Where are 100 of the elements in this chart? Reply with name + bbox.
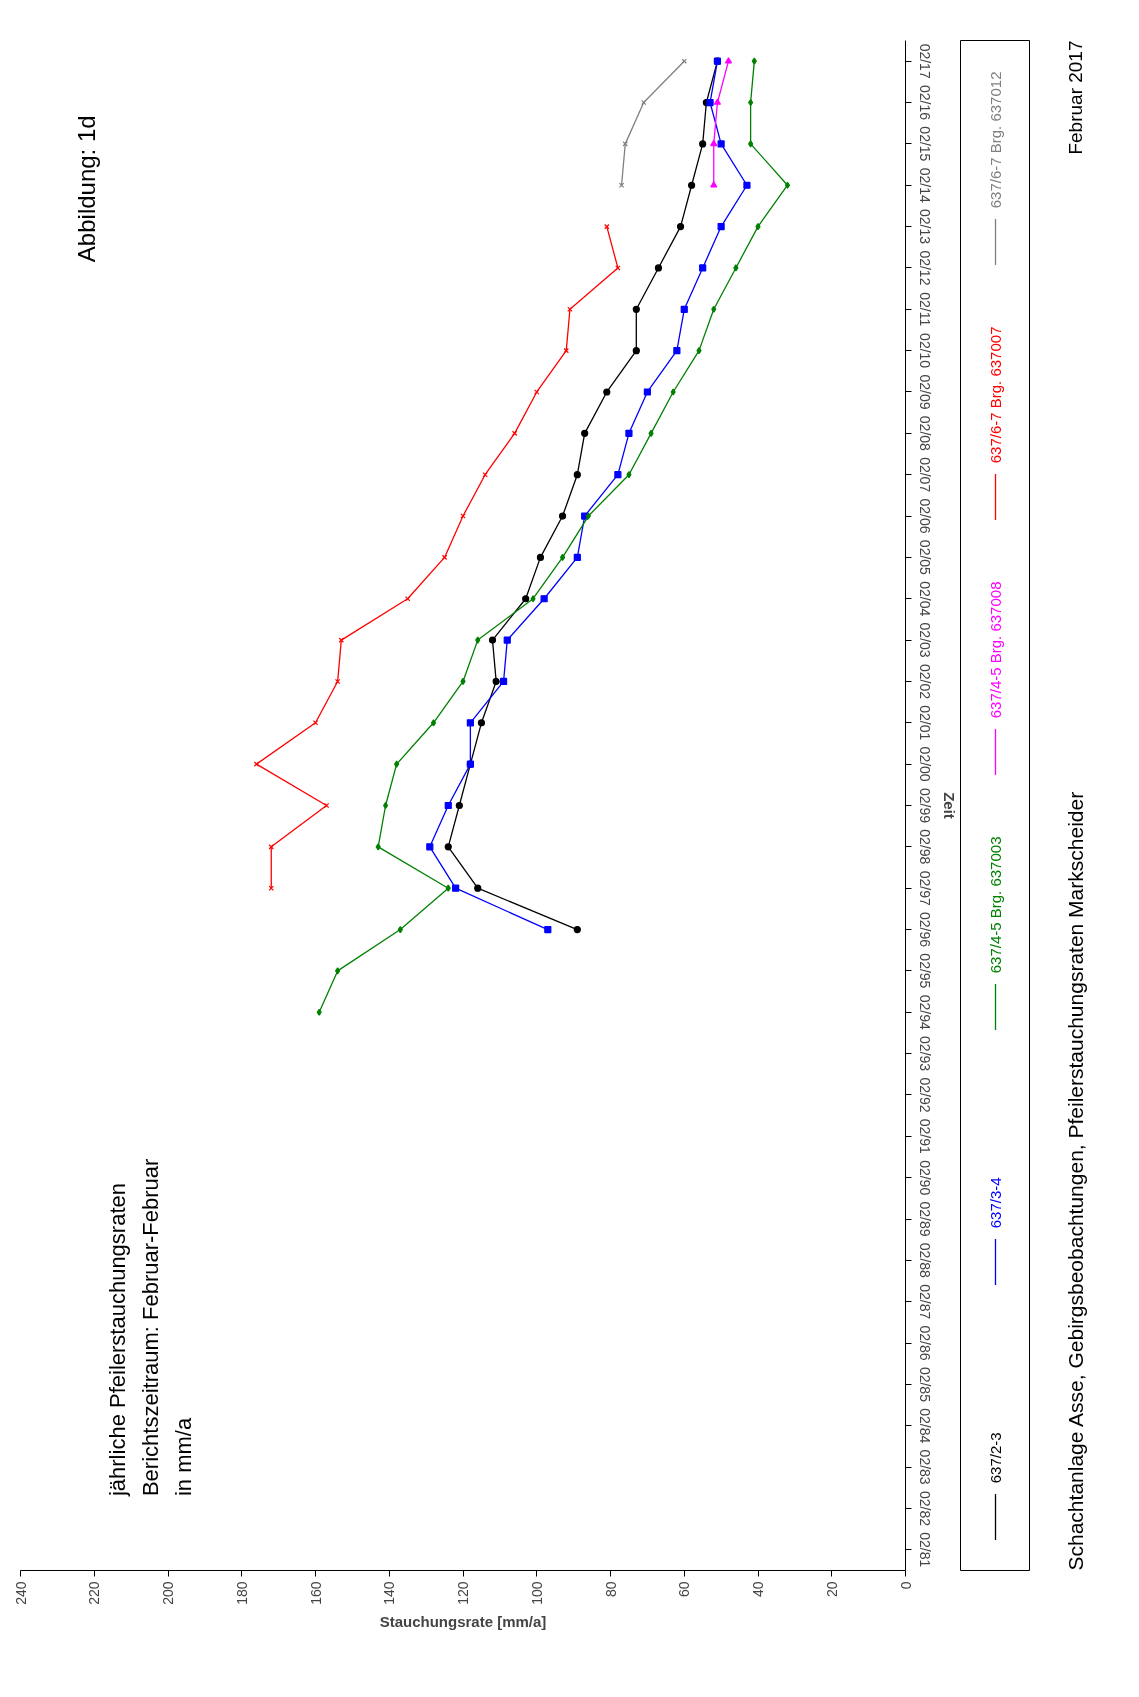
y-tick-label: 02/99 [916, 787, 933, 824]
point [673, 347, 681, 355]
y-tick-label: 02/93 [916, 1036, 933, 1072]
point [733, 264, 739, 272]
x-tick-label: 200 [160, 1581, 176, 1605]
point [699, 264, 707, 272]
y-tick-label: 02/90 [916, 1160, 933, 1196]
point [253, 761, 260, 767]
point [706, 98, 714, 107]
point [559, 553, 566, 561]
x-tick-label: 20 [823, 1581, 840, 1598]
y-tick-label: 02/06 [916, 498, 933, 534]
text: 637/2-3 [987, 1432, 1004, 1484]
x-tick-label: 0 [897, 1581, 914, 1590]
point [603, 388, 611, 396]
y-tick-label: 02/13 [916, 209, 933, 245]
point [382, 801, 389, 810]
point [784, 181, 791, 189]
text: Abbildung: 1d [73, 115, 101, 263]
point [699, 140, 707, 148]
y-tick-label: 02/85 [916, 1366, 933, 1403]
point [335, 967, 341, 975]
x-tick-label: 40 [750, 1581, 766, 1598]
point [751, 57, 757, 65]
point [717, 140, 725, 148]
point [573, 553, 581, 561]
x-tick-label: 180 [233, 1581, 250, 1605]
point [544, 925, 552, 934]
point [312, 720, 319, 726]
y-tick-label: 02/14 [916, 167, 933, 203]
point [680, 305, 688, 313]
point [710, 139, 718, 147]
point [452, 884, 460, 892]
text: 637/4-5 Brg. 637003 [987, 836, 1004, 974]
x-tick-label: 120 [455, 1581, 471, 1605]
point [316, 1008, 322, 1016]
y-tick-label: 02/11 [916, 292, 933, 327]
x-tick-label: 240 [12, 1581, 29, 1605]
point [499, 677, 508, 686]
point [643, 388, 651, 396]
y-tick-label: 02/00 [916, 746, 933, 782]
point [743, 181, 751, 189]
point [573, 471, 581, 479]
point [632, 305, 640, 313]
point [710, 181, 718, 188]
point [585, 512, 591, 520]
text: 637/6-7 Brg. 637007 [987, 326, 1004, 464]
point [670, 388, 676, 396]
point [488, 636, 497, 644]
x-tick-label: 220 [86, 1581, 103, 1605]
y-tick-label: 02/10 [916, 333, 933, 369]
point [426, 843, 434, 851]
point [536, 553, 545, 561]
point [696, 347, 702, 355]
x-tick-label: 60 [676, 1581, 693, 1598]
point [654, 264, 663, 272]
y-tick-label: 02/08 [916, 415, 933, 452]
text: Schachtanlage Asse, Gebirgsbeobachtungen, Pfeilerstauchungsraten Markscheider [1064, 791, 1087, 1571]
y-tick-label: 02/82 [916, 1490, 933, 1527]
point [724, 57, 733, 64]
point [558, 512, 567, 520]
point [688, 181, 696, 189]
point [444, 843, 452, 851]
y-tick-label: 02/87 [916, 1284, 933, 1320]
point [444, 801, 452, 810]
y-tick-label: 02/09 [916, 374, 933, 410]
text: 637/3-4 [987, 1177, 1004, 1229]
point [445, 884, 451, 892]
text: 637/4-5 Brg. 637008 [987, 581, 1004, 719]
point [474, 884, 482, 892]
point [430, 719, 437, 727]
point [625, 429, 633, 437]
point [711, 305, 717, 313]
point [573, 925, 581, 934]
y-tick-label: 02/05 [916, 539, 933, 576]
text: Februar 2017 [1065, 40, 1086, 155]
y-tick-label: 02/89 [916, 1201, 933, 1237]
y-tick-label: 02/84 [916, 1408, 933, 1444]
y-tick-label: 02/97 [916, 870, 933, 906]
y-tick-label: 02/03 [916, 622, 933, 658]
point [622, 141, 628, 147]
point [534, 389, 540, 395]
point [713, 98, 722, 105]
point [466, 719, 474, 727]
point [648, 429, 654, 437]
point [530, 595, 536, 603]
point [338, 637, 345, 643]
point [717, 222, 725, 231]
point [375, 843, 381, 851]
x-tick-label: 100 [528, 1581, 545, 1605]
y-tick-label: 02/86 [916, 1325, 933, 1361]
y-tick-label: 02/01 [916, 705, 933, 741]
y-tick-label: 02/95 [916, 953, 933, 989]
point [614, 471, 622, 479]
point [632, 347, 640, 355]
point [482, 471, 488, 478]
y-tick-label: 02/16 [916, 85, 933, 121]
text: 637/6-7 Brg. 637012 [987, 71, 1004, 209]
point [676, 222, 685, 231]
y-tick-label: 02/88 [916, 1242, 933, 1279]
